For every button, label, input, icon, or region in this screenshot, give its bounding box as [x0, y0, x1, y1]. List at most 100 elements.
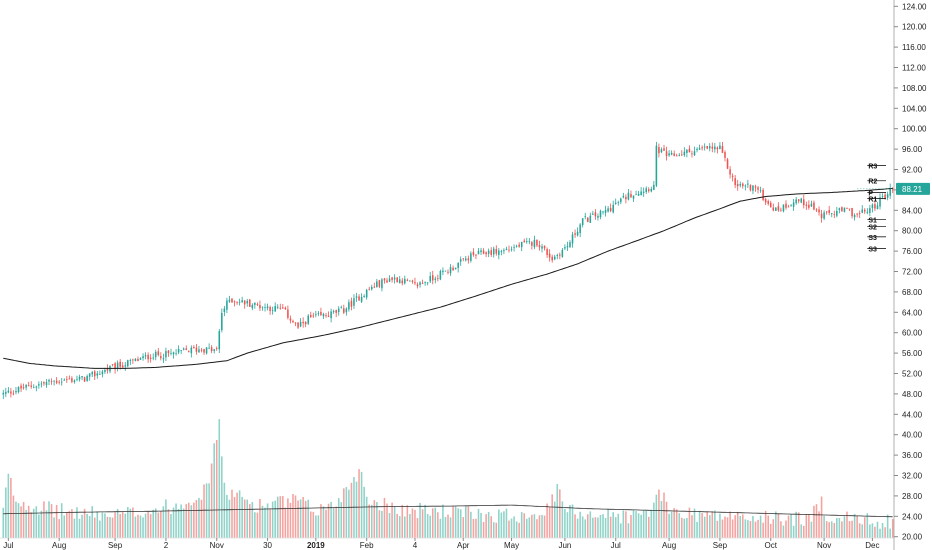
- candle-body: [747, 183, 749, 185]
- volume-bar: [731, 519, 734, 538]
- volume-bar: [365, 496, 368, 538]
- candle-body: [246, 300, 249, 304]
- volume-bar: [523, 513, 526, 538]
- time-tick-label: May: [504, 541, 519, 550]
- volume-bar: [487, 512, 490, 538]
- candle-body: [20, 385, 22, 389]
- candle-body: [792, 202, 795, 207]
- candle-body: [78, 376, 81, 380]
- candle-body: [569, 242, 571, 248]
- volume-bar: [111, 517, 114, 538]
- volume-bar: [32, 508, 35, 538]
- candle-body: [752, 185, 754, 191]
- volume-bar: [787, 515, 790, 538]
- volume-bar: [208, 483, 210, 538]
- price-tick-label: 100.00: [902, 125, 927, 134]
- candle-body: [714, 146, 716, 150]
- volume-bar: [518, 522, 520, 538]
- volume-bar: [7, 473, 10, 538]
- volume-bar: [309, 511, 312, 538]
- candle-body: [876, 205, 879, 210]
- candle-body: [215, 348, 218, 349]
- volume-bar: [556, 484, 559, 538]
- candle-body: [487, 250, 490, 254]
- candle-body: [609, 207, 612, 212]
- candle-body: [759, 190, 762, 192]
- candle-body: [114, 363, 116, 370]
- candle-body: [843, 207, 846, 212]
- volume-bar: [782, 525, 785, 538]
- candle-body: [299, 321, 302, 327]
- volume-bar: [414, 509, 416, 538]
- candle-body: [170, 352, 172, 354]
- volume-bar: [775, 511, 777, 538]
- volume-bar: [58, 519, 60, 538]
- candle-body: [38, 384, 40, 386]
- pivot-label: S1: [868, 217, 877, 224]
- volume-bar: [114, 512, 116, 538]
- candle-body: [322, 313, 325, 317]
- volume-bar: [785, 520, 787, 538]
- candle-body: [96, 373, 99, 376]
- candle-body: [891, 189, 894, 191]
- candle-body: [772, 207, 775, 211]
- price-tick-label: 116.00: [902, 43, 926, 52]
- candle-body: [518, 244, 520, 247]
- volume-bar: [480, 512, 482, 538]
- volume-bar: [729, 511, 731, 538]
- volume-bar: [132, 507, 134, 538]
- candle-body: [769, 202, 772, 208]
- time-tick-label: Aug: [52, 541, 66, 550]
- price-tick-label: 84.00: [902, 206, 923, 215]
- volume-bar: [879, 528, 881, 538]
- time-tick-label: Apr: [457, 541, 470, 550]
- time-tick-label: 4: [413, 541, 418, 550]
- volume-bar: [891, 519, 894, 538]
- candle-body: [665, 151, 668, 157]
- candle-body: [703, 146, 706, 148]
- volume-bar: [81, 514, 83, 538]
- volume-bar: [790, 514, 792, 538]
- candle-body: [630, 194, 632, 198]
- candle-body: [208, 347, 210, 349]
- volume-bar: [602, 514, 604, 538]
- candle-body: [668, 153, 670, 156]
- candle-body: [553, 256, 556, 260]
- volume-bar: [691, 515, 693, 538]
- volume-bar: [409, 513, 411, 538]
- volume-bar: [584, 519, 587, 538]
- volume-bar: [742, 514, 744, 538]
- candle-body: [358, 296, 360, 301]
- volume-bar: [383, 497, 386, 538]
- volume-bar: [162, 506, 165, 538]
- volume-bar: [800, 524, 803, 538]
- candle-body: [233, 301, 236, 303]
- candle-body: [841, 207, 843, 212]
- candle-body: [368, 289, 371, 291]
- last-price-badge: 88.21: [857, 182, 930, 195]
- volume-bar: [797, 512, 800, 538]
- candle-body: [462, 258, 465, 260]
- pivot-label: P: [868, 190, 873, 197]
- price-tick-label: 104.00: [902, 104, 927, 113]
- volume-bar: [198, 497, 200, 538]
- candle-body: [597, 216, 599, 218]
- price-tick-label: 120.00: [902, 23, 927, 32]
- candle-body: [881, 195, 884, 197]
- volume-bar: [500, 512, 503, 538]
- time-tick-label: Jun: [558, 541, 571, 550]
- volume-bar: [553, 501, 556, 538]
- candle-body: [134, 358, 137, 361]
- moving-average-line: [3, 187, 893, 369]
- candle-body: [767, 201, 769, 204]
- price-axis: 124.00 120.00 116.00 112.00 108.00 104.00 100.…: [893, 0, 927, 550]
- volume-bar: [259, 498, 261, 538]
- volume-bar: [297, 500, 299, 538]
- candle-body: [353, 298, 355, 306]
- candle-body: [287, 309, 289, 318]
- volume-bar: [470, 511, 472, 538]
- candle-body: [30, 385, 33, 387]
- candle-body: [731, 175, 734, 177]
- candle-body: [264, 307, 266, 308]
- candle-body: [823, 212, 825, 219]
